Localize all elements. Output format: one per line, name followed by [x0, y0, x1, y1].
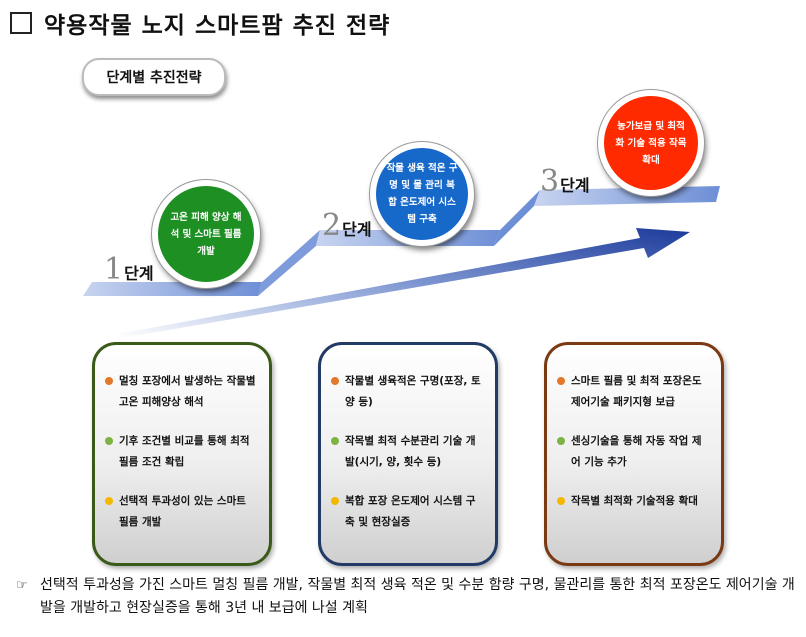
stage-2-text: 단계: [342, 220, 372, 239]
stage-3-label: 3 단계: [540, 164, 590, 199]
summary-note-text: 선택적 투과성을 가진 스마트 멀칭 필름 개발, 작물별 최적 생육 적온 및…: [40, 577, 795, 616]
orange-bullet-icon: [105, 377, 113, 385]
stage-3-description: 농가보급 및 최적화 기술 적용 작목 확대: [615, 120, 687, 166]
stage-1-description: 고온 피해 양상 해석 및 스마트 필름 개발: [170, 211, 242, 257]
progress-arrow: [118, 228, 690, 338]
orange-bullet-icon: [331, 377, 339, 385]
list-item: 복합 포장 온도제어 시스템 구축 및 현장실증: [331, 491, 485, 533]
green-bullet-icon: [557, 437, 565, 445]
yellow-bullet-icon: [105, 497, 113, 505]
stage-2-label: 2 단계: [322, 208, 372, 243]
yellow-bullet-icon: [331, 497, 339, 505]
strategy-badge-label: 단계별 추진전략: [106, 70, 202, 86]
stage-3-circle: 농가보급 및 최적화 기술 적용 작목 확대: [598, 90, 704, 196]
staircase-step-3: [534, 186, 720, 206]
stage-1-label: 1 단계: [104, 252, 154, 287]
stage-3-text: 단계: [560, 176, 590, 195]
orange-bullet-icon: [557, 377, 565, 385]
stage-2-circle: 작물 생육 적온 구명 및 물 관리 복합 온도제어 시스템 구축: [370, 142, 474, 246]
pointing-hand-icon: ☞: [16, 578, 28, 593]
yellow-bullet-icon: [557, 497, 565, 505]
list-item: 선택적 투과성이 있는 스마트 필름 개발: [105, 491, 259, 533]
green-bullet-icon: [105, 437, 113, 445]
stage-2-description: 작물 생육 적온 구명 및 물 관리 복합 온도제어 시스템 구축: [386, 163, 458, 225]
list-item: 작목별 최적화 기술적용 확대: [557, 491, 711, 512]
checkbox-square-icon: [10, 12, 32, 34]
stage-2-number: 2: [322, 208, 342, 243]
list-item: 작물별 생육적온 구명(포장, 토양 등): [331, 371, 485, 413]
page-title: 약용작물 노지 스마트팜 추진 전략: [10, 6, 390, 40]
stage-3-number: 3: [540, 164, 560, 199]
stage-1-text: 단계: [124, 264, 154, 283]
summary-note: ☞ 선택적 투과성을 가진 스마트 멀칭 필름 개발, 작물별 최적 생육 적온…: [16, 574, 801, 620]
stage-3-detail-panel: 스마트 필름 및 최적 포장온도 제어기술 패키지형 보급 센싱기술을 통해 자…: [544, 342, 724, 566]
list-item: 센싱기술을 통해 자동 작업 제어 기능 추가: [557, 431, 711, 473]
list-item: 작목별 최적 수분관리 기술 개발(시기, 양, 횟수 등): [331, 431, 485, 473]
staircase-riser-1: [258, 230, 320, 296]
stage-1-detail-panel: 멀칭 포장에서 발생하는 작물별 고온 피해양상 해석 기후 조건별 비교를 통…: [92, 342, 272, 566]
green-bullet-icon: [331, 437, 339, 445]
list-item: 기후 조건별 비교를 통해 최적 필름 조건 확립: [105, 431, 259, 473]
list-item: 스마트 필름 및 최적 포장온도 제어기술 패키지형 보급: [557, 371, 711, 413]
staircase-riser-2: [494, 190, 540, 246]
stage-1-circle: 고온 피해 양상 해석 및 스마트 필름 개발: [152, 180, 260, 288]
stage-2-detail-panel: 작물별 생육적온 구명(포장, 토양 등) 작목별 최적 수분관리 기술 개발(…: [318, 342, 498, 566]
strategy-badge: 단계별 추진전략: [82, 58, 226, 96]
stage-1-number: 1: [104, 252, 124, 287]
page-title-text: 약용작물 노지 스마트팜 추진 전략: [44, 12, 391, 39]
list-item: 멀칭 포장에서 발생하는 작물별 고온 피해양상 해석: [105, 371, 259, 413]
